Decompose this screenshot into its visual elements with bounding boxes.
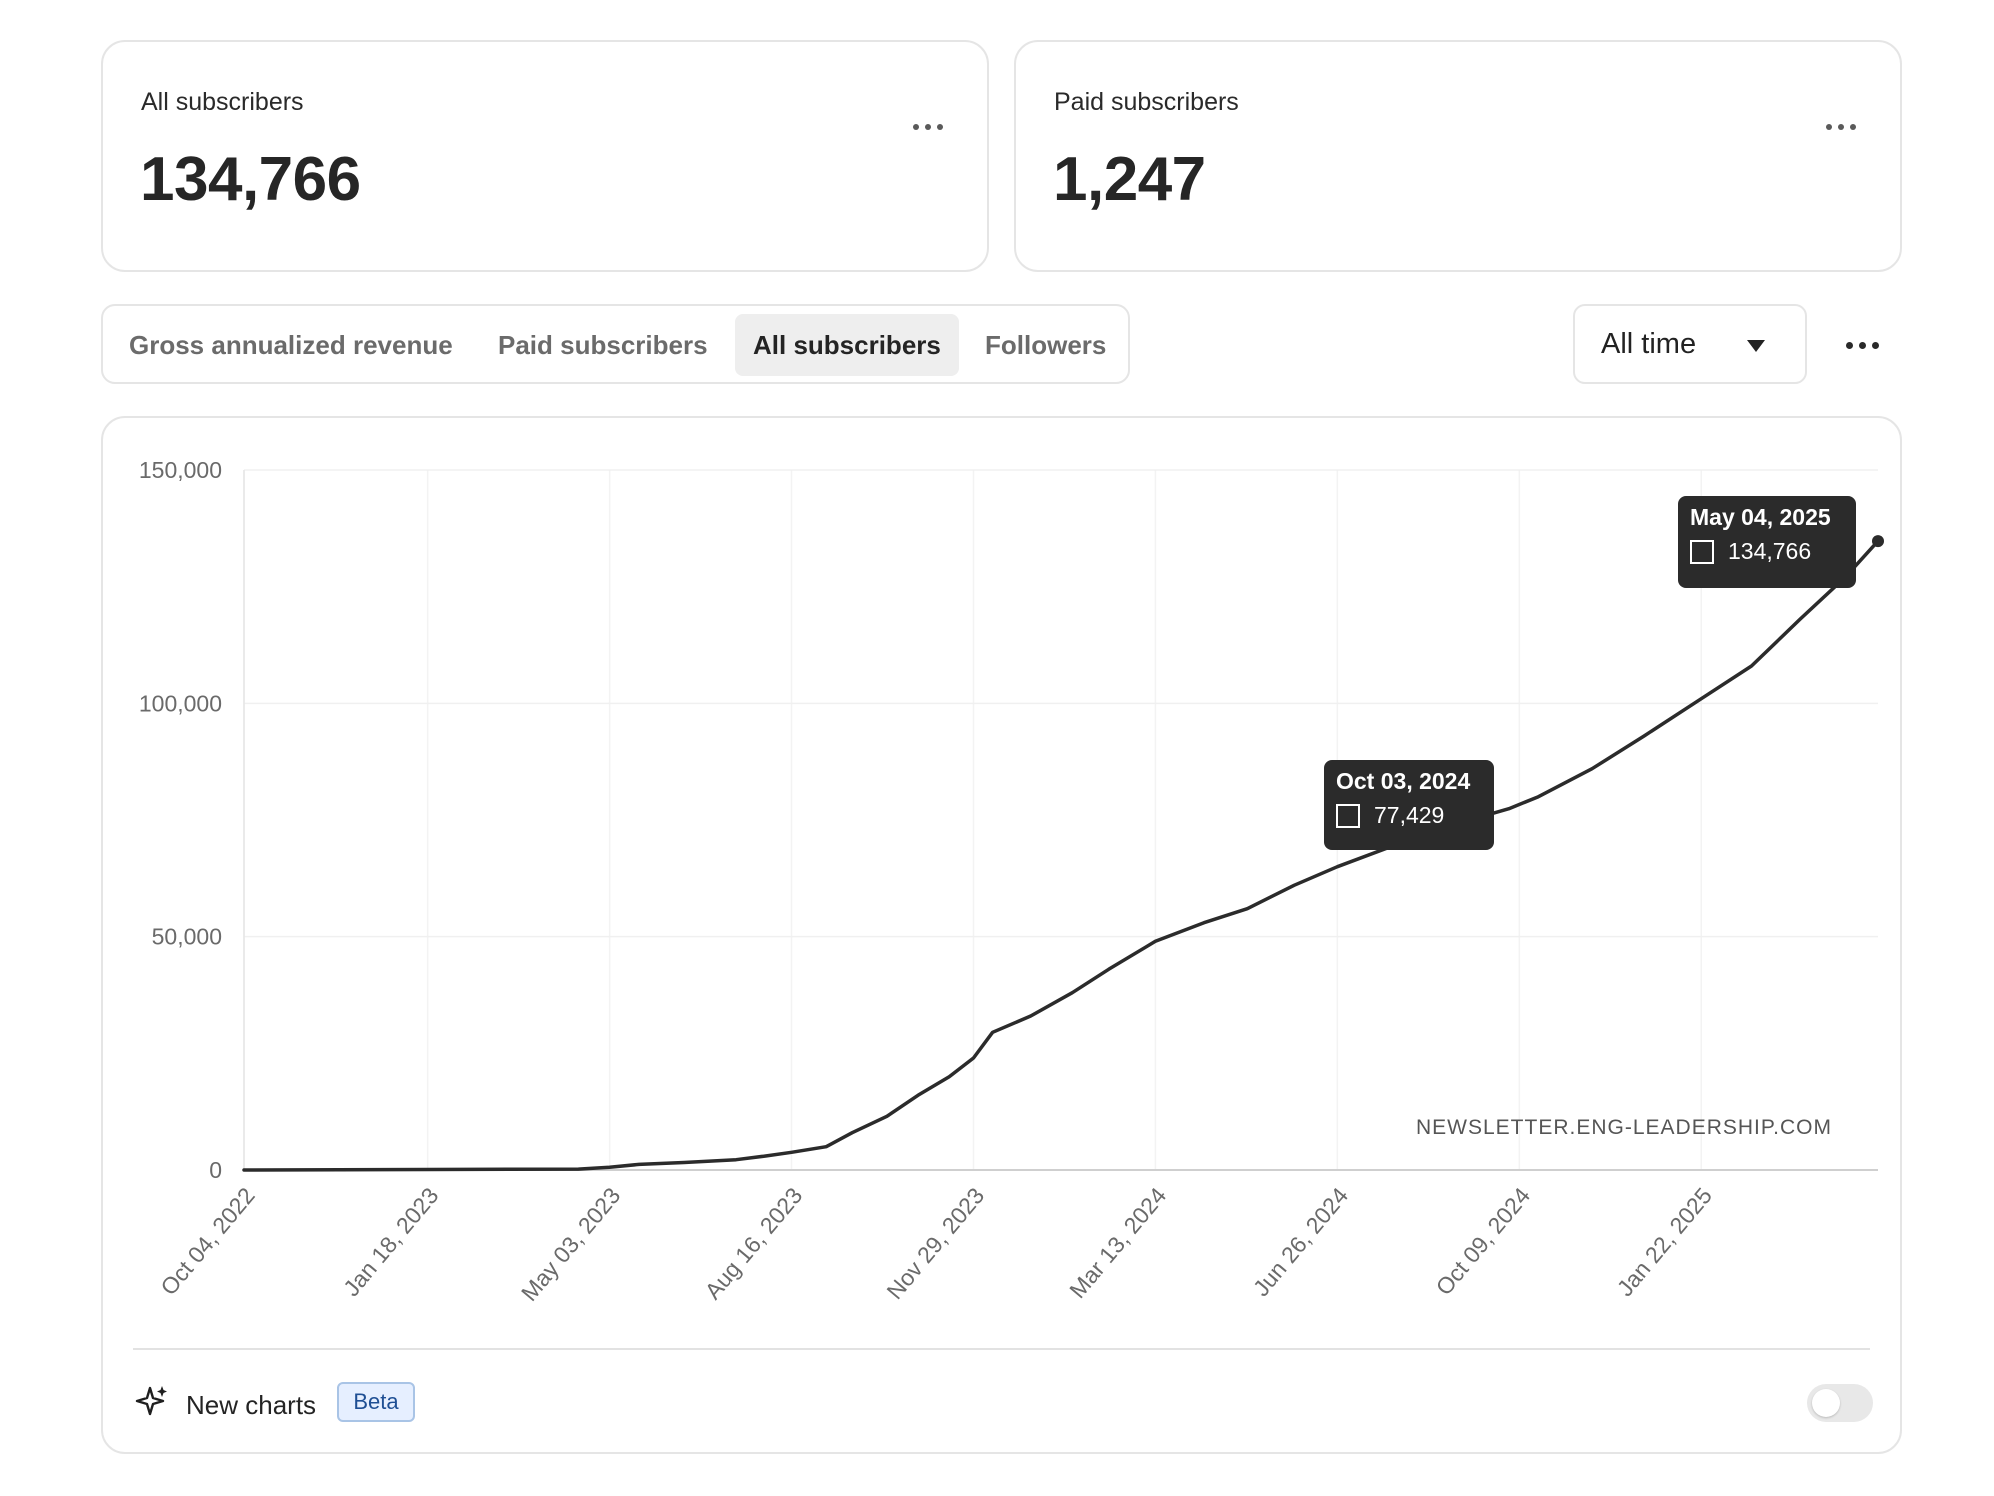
x-tick-label: Oct 04, 2022 — [155, 1183, 260, 1301]
all-subscribers-card: All subscribers 134,766 — [101, 40, 989, 272]
paid-subscribers-card: Paid subscribers 1,247 — [1014, 40, 1902, 272]
y-tick-label: 150,000 — [139, 457, 222, 483]
chart-tooltip: Oct 03, 2024 77,429 — [1324, 760, 1494, 850]
tooltip-value: 134,766 — [1728, 538, 1812, 564]
paid-subscribers-more-icon[interactable] — [1826, 124, 1856, 132]
time-range-select[interactable]: All time — [1573, 304, 1807, 384]
paid-subscribers-label: Paid subscribers — [1054, 88, 1239, 116]
y-tick-label: 50,000 — [152, 924, 222, 950]
watermark: NEWSLETTER.ENG-LEADERSHIP.COM — [1416, 1116, 1833, 1139]
toggle-knob — [1812, 1389, 1840, 1417]
tooltip-date: Oct 03, 2024 — [1336, 768, 1471, 794]
tab-followers[interactable]: Followers — [985, 330, 1107, 360]
tab-gross-annualized-revenue[interactable]: Gross annualized revenue — [129, 330, 453, 360]
beta-badge: Beta — [337, 1382, 415, 1422]
y-tick-label: 100,000 — [139, 690, 222, 716]
new-charts-label: New charts — [186, 1390, 317, 1420]
caret-down-icon — [1747, 340, 1765, 352]
footer-divider — [133, 1348, 1870, 1350]
series-swatch-icon — [1336, 804, 1360, 828]
metric-tabs: Gross annualized revenue Paid subscriber… — [101, 304, 1130, 384]
all-subscribers-more-icon[interactable] — [913, 124, 943, 132]
new-charts-toggle[interactable] — [1807, 1384, 1873, 1422]
x-tick-label: Jan 18, 2023 — [338, 1183, 443, 1302]
chart-tooltip: May 04, 2025 134,766 — [1678, 496, 1856, 588]
series-line — [242, 539, 1880, 1172]
tooltip-date: May 04, 2025 — [1690, 504, 1831, 530]
tab-paid-subscribers[interactable]: Paid subscribers — [498, 330, 708, 360]
tooltip-value: 77,429 — [1374, 802, 1445, 828]
x-tick-label: Oct 09, 2024 — [1431, 1182, 1536, 1300]
y-tick-label: 0 — [209, 1157, 222, 1183]
x-tick-label: Jan 22, 2025 — [1612, 1183, 1717, 1302]
subscribers-line-chart: 0 50,000 100,000 150,000 Oct 04, 2022 Jan 18,… — [139, 457, 1884, 1306]
series-swatch-icon — [1690, 540, 1714, 564]
paid-subscribers-value: 1,247 — [1053, 145, 1206, 214]
x-tick-label: Nov 29, 2023 — [881, 1183, 989, 1305]
x-tick-label: Jun 26, 2024 — [1248, 1182, 1354, 1301]
tab-all-subscribers[interactable]: All subscribers — [735, 314, 959, 376]
x-tick-label: Aug 16, 2023 — [700, 1183, 808, 1305]
x-tick-label: May 03, 2023 — [516, 1183, 626, 1306]
time-range-value: All time — [1601, 328, 1697, 360]
chart-card: 0 50,000 100,000 150,000 Oct 04, 2022 Jan 18,… — [101, 416, 1902, 1454]
all-subscribers-value: 134,766 — [140, 145, 361, 214]
x-tick-label: Mar 13, 2024 — [1064, 1182, 1171, 1303]
sparkle-icon — [135, 1386, 167, 1416]
data-point — [1872, 535, 1884, 548]
chart-more-options-icon[interactable] — [1846, 330, 1882, 360]
all-subscribers-label: All subscribers — [141, 88, 304, 116]
